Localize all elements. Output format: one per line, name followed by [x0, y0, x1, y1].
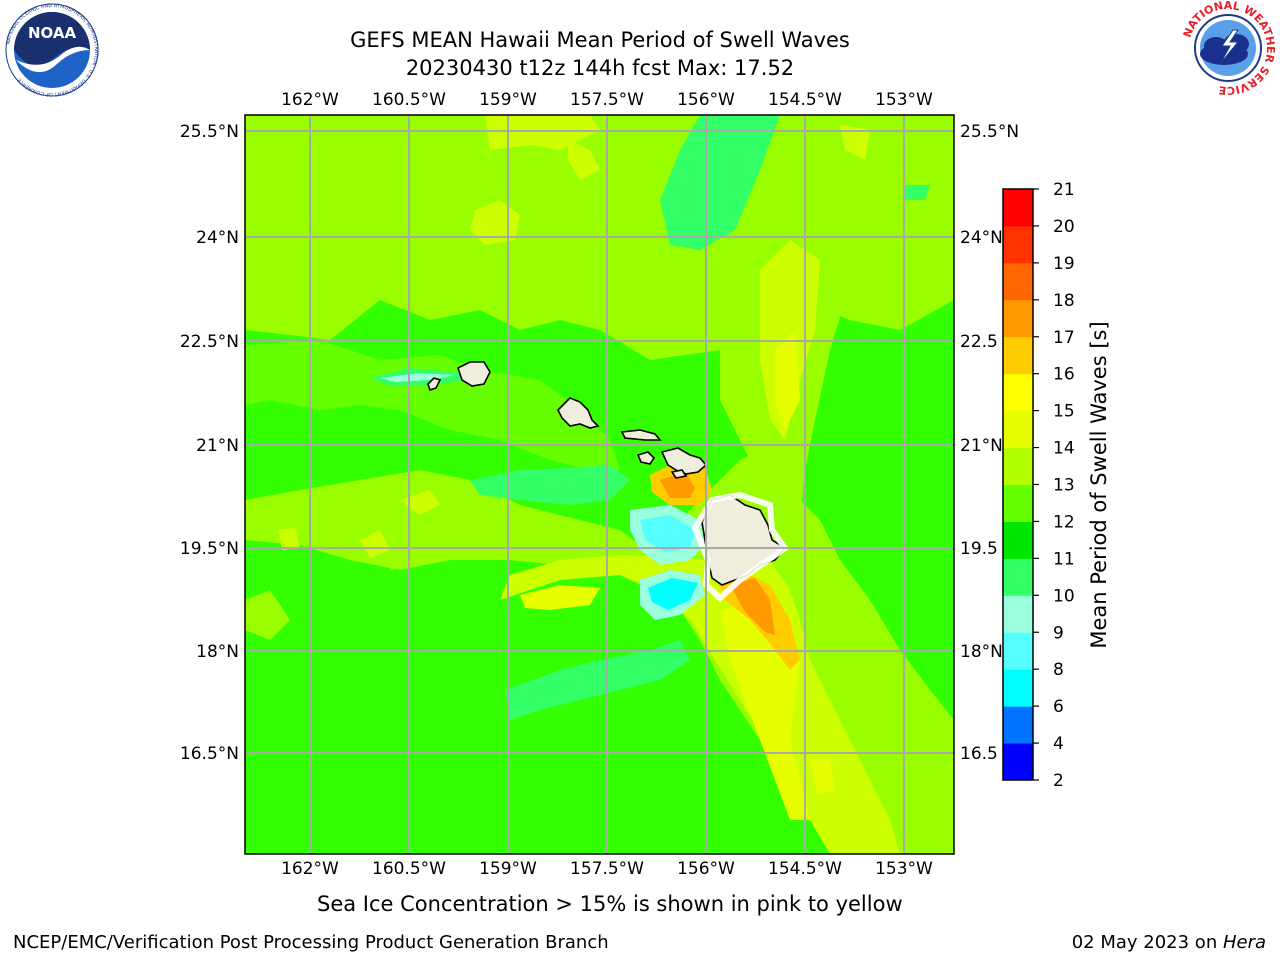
lat-right-tick: 18°N [960, 642, 1003, 662]
colorbar-level-label: 18 [1053, 291, 1075, 311]
colorbar-level-label: 6 [1053, 697, 1064, 717]
colorbar-level-label: 19 [1053, 254, 1075, 274]
lon-top-tick: 159°W [479, 90, 537, 110]
colorbar-level-label: 17 [1053, 328, 1075, 348]
colorbar-level-label: 15 [1053, 402, 1075, 422]
colorbar-level-label: 11 [1053, 549, 1075, 569]
noaa-logo-text: NOAA [28, 24, 77, 42]
lon-top-tick: 154.5°W [768, 90, 842, 110]
lat-right-tick: 24°N [960, 228, 1003, 248]
lat-right-tick: 19.5 [960, 539, 998, 559]
colorbar-level-label: 2 [1053, 771, 1064, 791]
lat-right-tick: 25.5°N [960, 122, 1019, 142]
colorbar-level-label: 14 [1053, 439, 1075, 459]
lat-left-tick: 25.5°N [180, 122, 239, 142]
lon-top-tick: 160.5°W [372, 90, 446, 110]
colorbar-swatch [1003, 521, 1033, 559]
island-niihau [427, 377, 442, 392]
colorbar-swatch [1003, 484, 1033, 522]
colorbar-swatch [1003, 373, 1033, 412]
colorbar-swatch [1003, 299, 1033, 338]
colorbar-swatch [1003, 558, 1033, 596]
lon-bottom-tick: 157.5°W [570, 859, 644, 879]
island-kauai [457, 361, 491, 387]
colorbar-swatch [1003, 632, 1033, 670]
colorbar-swatch [1003, 743, 1033, 781]
lon-top-tick: 162°W [281, 90, 339, 110]
lat-left-tick: 16.5°N [180, 744, 239, 764]
lat-left-tick: 24°N [196, 228, 239, 248]
colorbar-swatch [1003, 706, 1033, 744]
colorbar-level-label: 20 [1053, 217, 1075, 237]
nws-logo-icon: NATIONAL WEATHER SERVICE [1181, 0, 1277, 97]
noaa-logo-icon: NOAA NATIONAL OCEANIC AND ATMOSPHERIC AD… [5, 3, 99, 97]
graticule [245, 115, 954, 854]
footer-host: Hera [1222, 932, 1266, 953]
colorbar-level-label: 8 [1053, 660, 1064, 680]
lon-bottom-tick: 154.5°W [768, 859, 842, 879]
island-oahu [557, 397, 600, 429]
colorbar-swatch [1003, 225, 1033, 264]
swell-period-field [245, 115, 954, 854]
chart-title: GEFS MEAN Hawaii Mean Period of Swell Wa… [350, 28, 850, 52]
lon-bottom-tick: 159°W [479, 859, 537, 879]
island-maui [660, 447, 708, 475]
lat-right-tick: 21°N [960, 436, 1003, 456]
chart-subtitle: 20230430 t12z 144h fcst Max: 17.52 [405, 56, 795, 80]
colorbar-level-label: 12 [1053, 512, 1075, 532]
colorbar-level-label: 10 [1053, 586, 1075, 606]
lon-top-tick: 156°W [677, 90, 735, 110]
colorbar: 2 4 6 8 9 10 11 12 13 14 15 16 17 18 19 20 21 [1002, 180, 1075, 791]
lat-right-tick: 22.5 [960, 332, 998, 352]
lat-left-tick: 19.5°N [180, 539, 239, 559]
lat-left-tick: 22.5°N [180, 332, 239, 352]
lon-bottom-tick: 160.5°W [372, 859, 446, 879]
colorbar-swatch [1003, 262, 1033, 301]
lat-left-tick: 18°N [196, 642, 239, 662]
map-frame [244, 114, 955, 855]
lon-top-tick: 153°W [875, 90, 933, 110]
lat-right-tick: 16.5 [960, 744, 998, 764]
island-lanai [636, 451, 656, 465]
colorbar-swatch [1003, 189, 1033, 227]
colorbar-swatch [1003, 336, 1033, 375]
lon-bottom-tick: 156°W [677, 859, 735, 879]
lon-bottom-tick: 153°W [875, 859, 933, 879]
colorbar-swatch [1003, 447, 1033, 485]
colorbar-level-label: 9 [1053, 623, 1064, 643]
colorbar-level-label: 4 [1053, 734, 1064, 754]
colorbar-swatch [1003, 410, 1033, 449]
sea-ice-caption: Sea Ice Concentration > 15% is shown in … [317, 892, 903, 916]
island-molokai [620, 429, 662, 441]
colorbar-level-label: 21 [1053, 180, 1075, 200]
lat-left-tick: 21°N [196, 436, 239, 456]
footer-date-text: 02 May 2023 on [1071, 932, 1223, 953]
colorbar-swatch [1003, 669, 1033, 707]
lon-bottom-tick: 162°W [281, 859, 339, 879]
lon-top-tick: 157.5°W [570, 90, 644, 110]
colorbar-title: Mean Period of Swell Waves [s] [1087, 321, 1111, 648]
footer-date: 02 May 2023 on Hera [1072, 932, 1266, 953]
island-kahoolawe [670, 469, 688, 479]
footer-branch: NCEP/EMC/Verification Post Processing Pr… [13, 932, 609, 953]
colorbar-level-label: 13 [1053, 476, 1075, 496]
colorbar-swatch [1003, 595, 1033, 633]
colorbar-level-label: 16 [1053, 365, 1075, 385]
